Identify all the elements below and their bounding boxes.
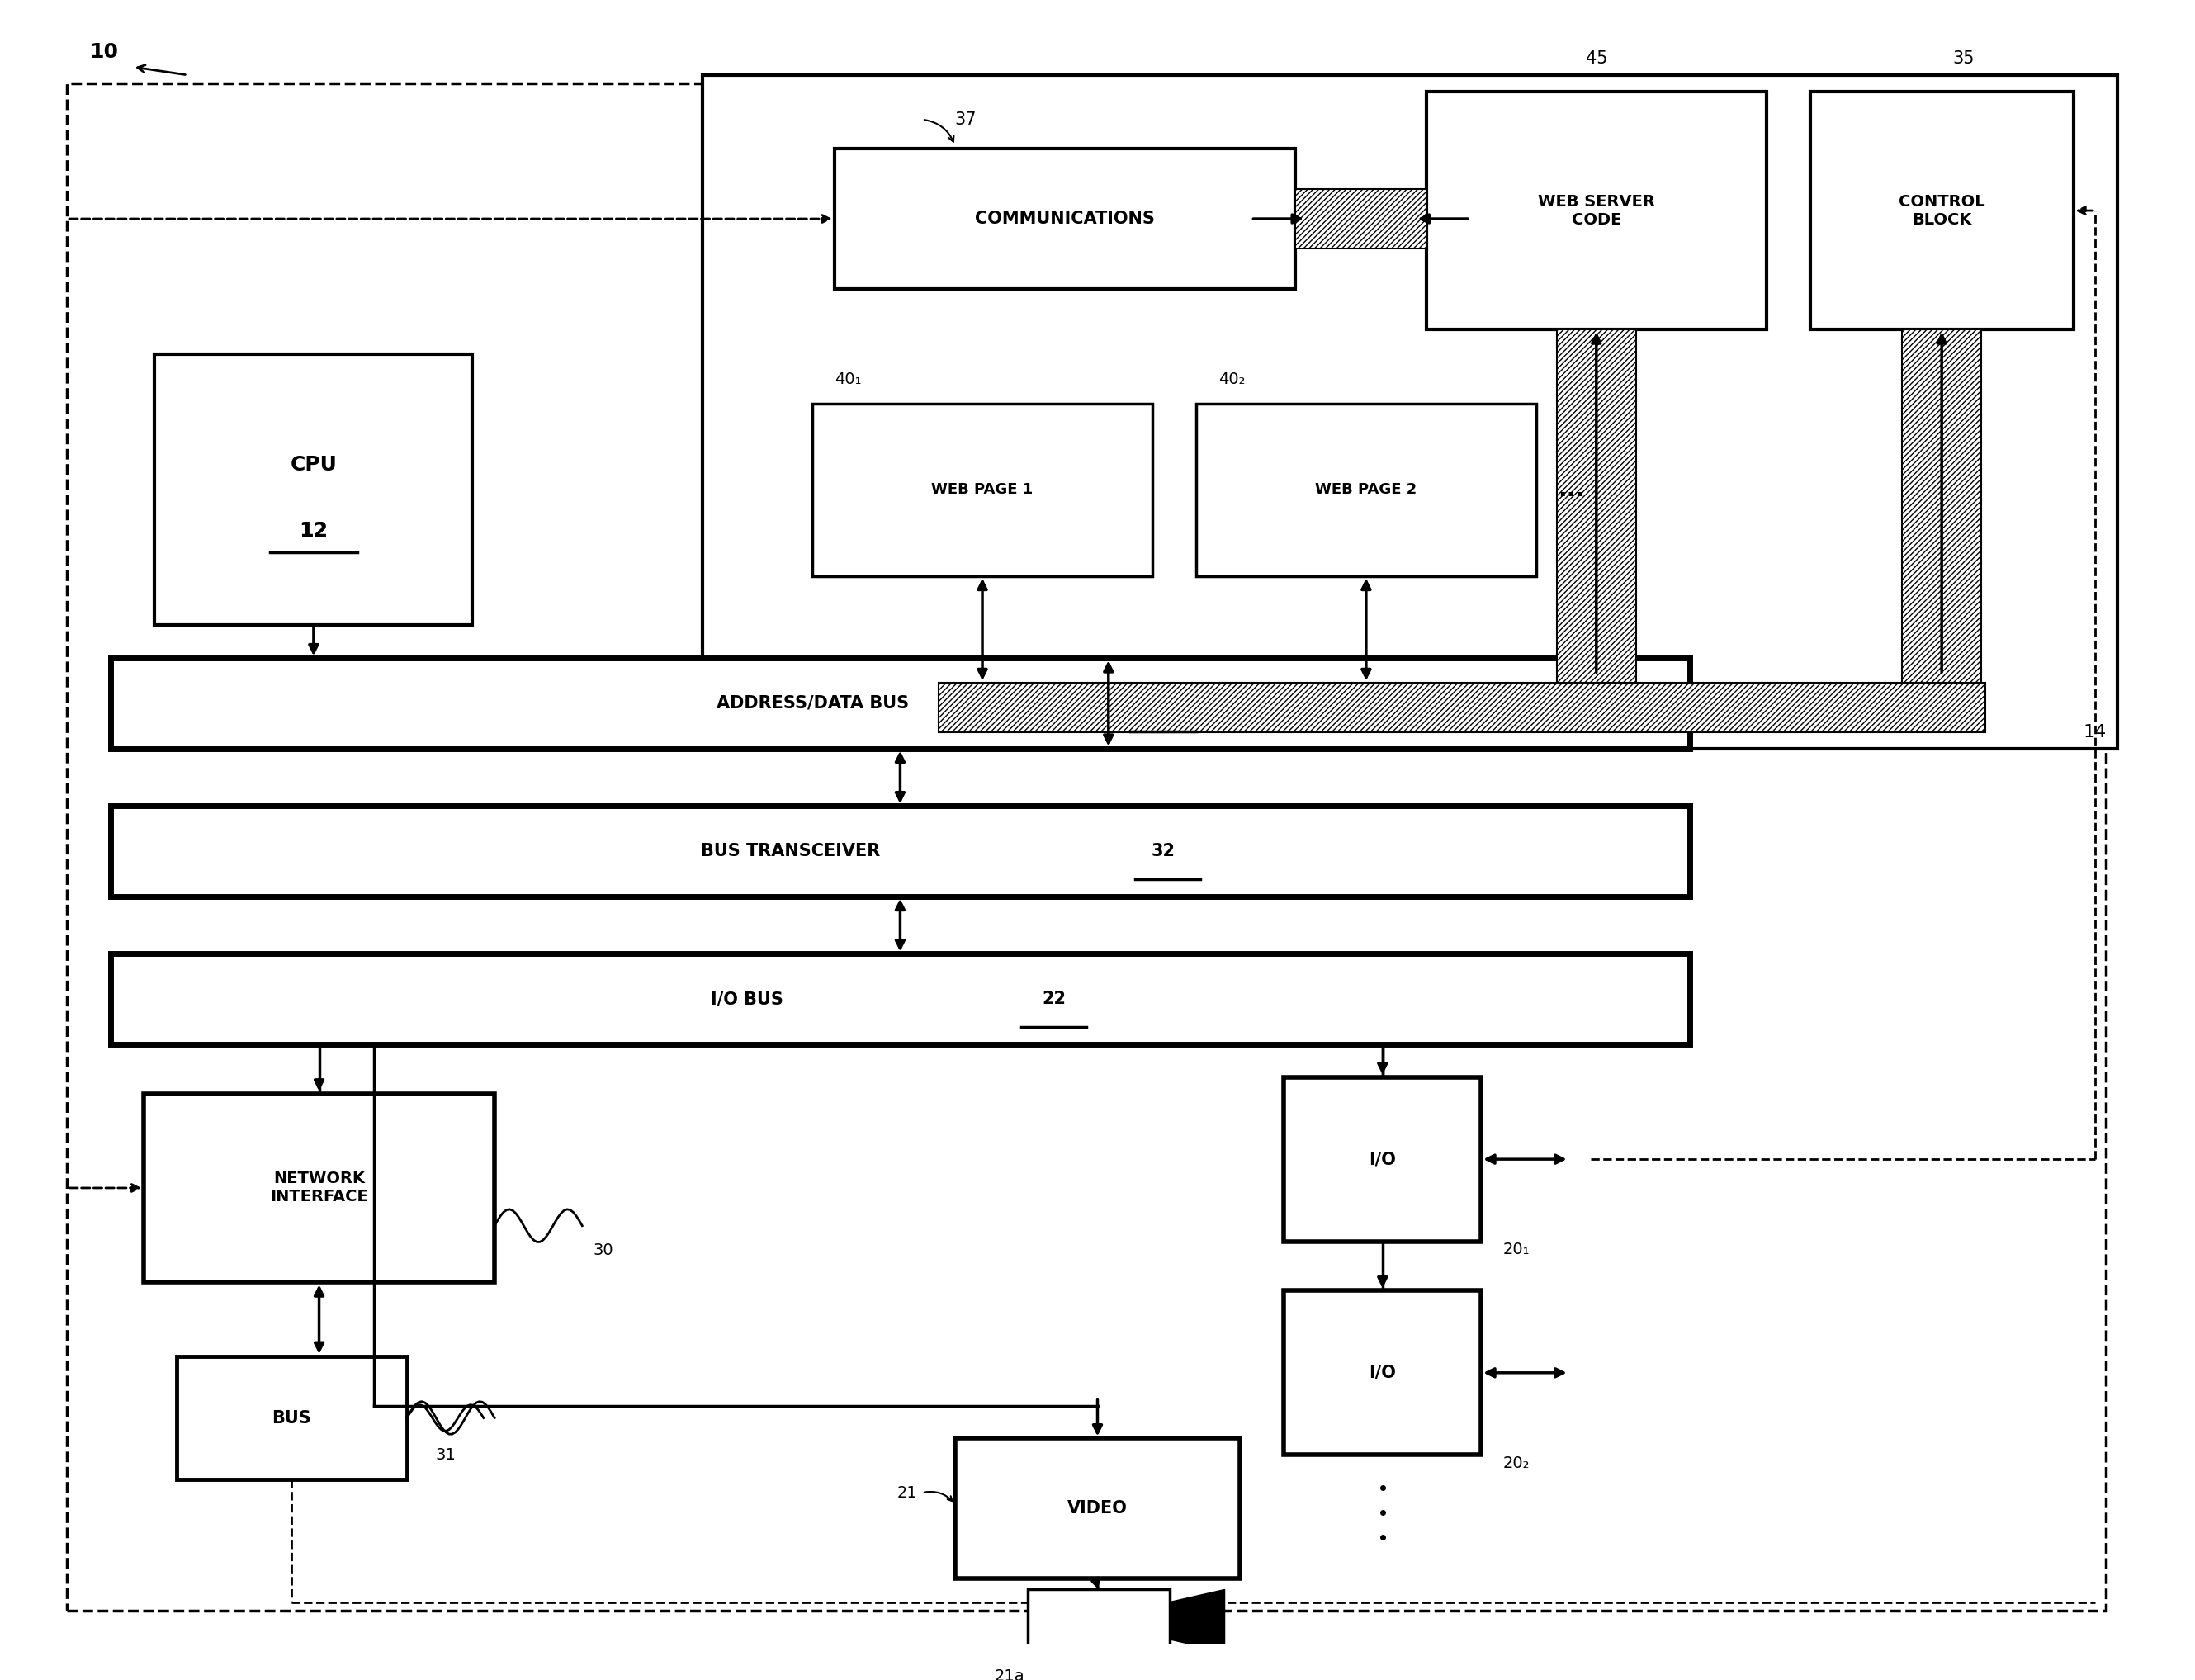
Text: WEB SERVER
CODE: WEB SERVER CODE — [1539, 193, 1655, 227]
Text: I/O BUS: I/O BUS — [711, 991, 784, 1008]
FancyBboxPatch shape — [955, 1438, 1240, 1578]
Text: 40₁: 40₁ — [834, 371, 860, 386]
Text: 12: 12 — [299, 521, 327, 541]
Text: BUS: BUS — [272, 1410, 312, 1426]
FancyBboxPatch shape — [1811, 91, 2074, 329]
FancyBboxPatch shape — [1427, 91, 1767, 329]
Text: 16: 16 — [1152, 696, 1174, 712]
FancyBboxPatch shape — [1903, 329, 1982, 682]
Polygon shape — [1170, 1589, 1225, 1651]
FancyBboxPatch shape — [110, 806, 1690, 897]
Text: ADDRESS/DATA BUS: ADDRESS/DATA BUS — [716, 696, 909, 712]
FancyBboxPatch shape — [1295, 190, 1427, 249]
FancyBboxPatch shape — [110, 659, 1690, 749]
Text: NETWORK
INTERFACE: NETWORK INTERFACE — [270, 1171, 369, 1205]
Text: WEB PAGE 2: WEB PAGE 2 — [1315, 482, 1418, 497]
FancyBboxPatch shape — [812, 403, 1152, 576]
FancyBboxPatch shape — [1196, 403, 1536, 576]
Text: 20₁: 20₁ — [1504, 1242, 1530, 1257]
Text: BUS TRANSCEIVER: BUS TRANSCEIVER — [700, 843, 880, 860]
FancyBboxPatch shape — [176, 1356, 406, 1480]
Text: I/O: I/O — [1370, 1151, 1396, 1168]
FancyBboxPatch shape — [1556, 329, 1635, 682]
Text: CPU: CPU — [290, 455, 338, 475]
Text: 45: 45 — [1585, 50, 1607, 67]
Text: 20₂: 20₂ — [1504, 1455, 1530, 1472]
Text: 31: 31 — [435, 1446, 457, 1463]
FancyBboxPatch shape — [1284, 1077, 1482, 1242]
FancyBboxPatch shape — [834, 150, 1295, 289]
Text: 21: 21 — [898, 1485, 918, 1500]
Text: ...: ... — [1558, 479, 1585, 501]
FancyBboxPatch shape — [110, 954, 1690, 1045]
Text: 21a: 21a — [994, 1668, 1025, 1680]
Text: 22: 22 — [1043, 991, 1065, 1008]
Text: 35: 35 — [1954, 50, 1976, 67]
FancyBboxPatch shape — [939, 682, 1986, 732]
FancyBboxPatch shape — [143, 1094, 494, 1282]
FancyBboxPatch shape — [702, 76, 2118, 749]
Text: 30: 30 — [593, 1242, 615, 1258]
Text: 32: 32 — [1152, 843, 1174, 860]
FancyBboxPatch shape — [1027, 1589, 1170, 1651]
Text: 14: 14 — [2083, 724, 2107, 741]
Text: 12: 12 — [299, 521, 327, 541]
Text: 10: 10 — [88, 42, 119, 62]
Text: VIDEO: VIDEO — [1067, 1500, 1128, 1517]
FancyBboxPatch shape — [154, 354, 472, 625]
Text: 37: 37 — [955, 111, 977, 128]
FancyBboxPatch shape — [1284, 1290, 1482, 1455]
Text: CONTROL
BLOCK: CONTROL BLOCK — [1899, 193, 1984, 227]
Text: 40₂: 40₂ — [1218, 371, 1245, 386]
Text: WEB PAGE 1: WEB PAGE 1 — [931, 482, 1034, 497]
Text: I/O: I/O — [1370, 1364, 1396, 1381]
Text: COMMUNICATIONS: COMMUNICATIONS — [975, 210, 1155, 227]
